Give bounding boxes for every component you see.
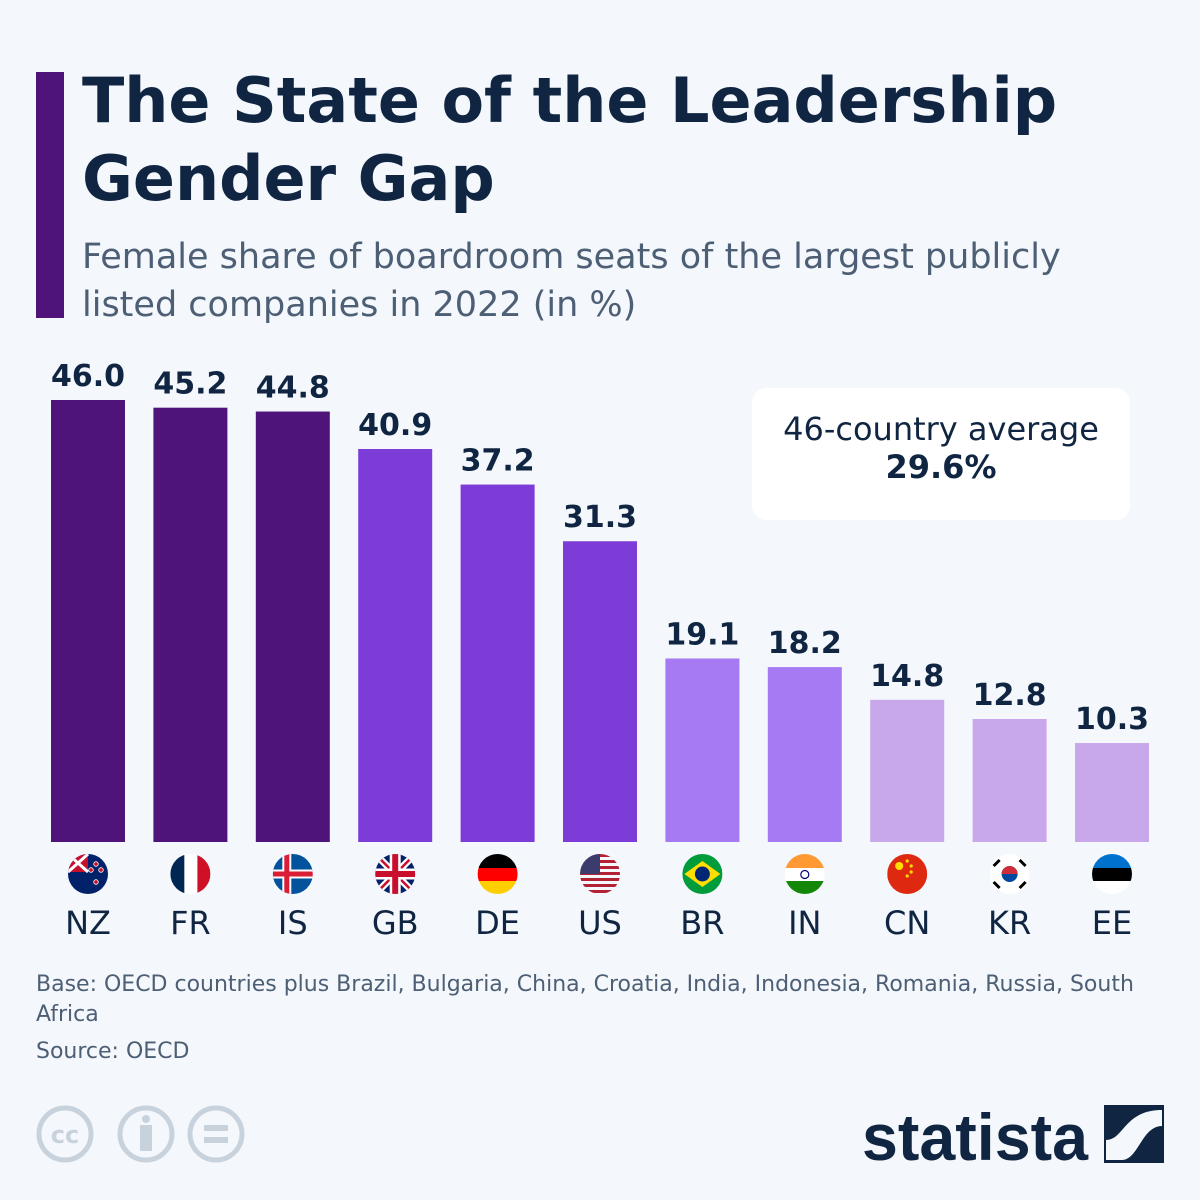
data-label: 44.8 xyxy=(256,371,330,406)
flag-us-icon xyxy=(580,854,620,893)
title-accent-bar xyxy=(36,72,64,318)
category-label: IS xyxy=(278,904,308,942)
flag-cn-icon xyxy=(887,854,928,894)
bar-chart: 46.0 NZ 45.2 FR 44.8 IS 40.9 GB 37.2 DE 31.3 US 19.1… xyxy=(51,359,1149,942)
flag-fr-icon xyxy=(170,854,211,894)
nd-icon xyxy=(187,1105,245,1163)
data-label: 14.8 xyxy=(870,659,944,694)
data-label: 10.3 xyxy=(1075,702,1149,737)
creative-commons-icons[interactable]: cc xyxy=(36,1105,246,1165)
data-label: 18.2 xyxy=(768,626,842,661)
flag-gb-icon xyxy=(375,854,416,894)
category-label: IN xyxy=(788,904,821,942)
average-label: 46-country average xyxy=(783,410,1099,448)
bar-fr xyxy=(153,407,228,842)
average-box: 46-country average 29.6% xyxy=(752,388,1130,520)
data-label: 12.8 xyxy=(973,678,1047,713)
flag-in-icon xyxy=(784,854,825,894)
bar-cn xyxy=(870,699,945,842)
flag-is-icon xyxy=(272,854,313,894)
flag-nz-icon xyxy=(68,854,108,894)
category-label: DE xyxy=(475,904,520,942)
category-label: GB xyxy=(372,904,419,942)
bar-is xyxy=(255,411,330,842)
data-label: 19.1 xyxy=(665,617,739,652)
statista-logo: statista xyxy=(862,1100,1164,1170)
average-value: 29.6% xyxy=(885,448,997,486)
subtitle: Female share of boardroom seats of the l… xyxy=(82,237,1061,325)
bar-nz xyxy=(51,400,125,842)
flag-de-icon xyxy=(477,854,518,894)
data-label: 45.2 xyxy=(153,367,227,402)
flag-ee-icon xyxy=(1092,854,1132,894)
page-title: The State of the Leadership Gender Gap xyxy=(82,64,1058,215)
base-note: Base: OECD countries plus Brazil, Bulgar… xyxy=(36,972,1134,1027)
category-label: FR xyxy=(170,904,211,942)
category-label: KR xyxy=(988,904,1031,942)
data-label: 46.0 xyxy=(51,359,125,394)
bar-us xyxy=(563,541,637,842)
category-label: CN xyxy=(884,904,930,942)
flag-br-icon xyxy=(682,854,723,894)
category-label: BR xyxy=(680,904,724,942)
svg-text:cc: cc xyxy=(51,1121,79,1149)
bar-kr xyxy=(972,719,1047,842)
data-label: 40.9 xyxy=(358,408,432,443)
bar-in xyxy=(767,667,842,842)
by-icon xyxy=(117,1105,175,1163)
category-label: US xyxy=(578,904,622,942)
data-label: 37.2 xyxy=(461,444,535,479)
category-label: NZ xyxy=(65,904,111,942)
bar-br xyxy=(665,658,740,842)
category-label: EE xyxy=(1092,904,1132,942)
source: Source: OECD xyxy=(36,1039,190,1064)
bar-gb xyxy=(358,449,433,842)
bar-ee xyxy=(1075,743,1149,842)
bar-de xyxy=(460,484,535,842)
cc-icon xyxy=(36,1105,94,1163)
flag-kr-icon xyxy=(989,854,1030,894)
data-label: 31.3 xyxy=(563,500,637,535)
svg-text:statista: statista xyxy=(862,1100,1089,1170)
